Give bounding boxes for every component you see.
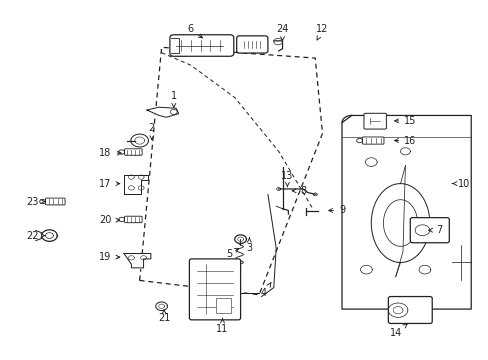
Text: 23: 23 — [26, 197, 44, 207]
Text: 4: 4 — [261, 283, 270, 298]
FancyBboxPatch shape — [236, 36, 267, 53]
Text: 3: 3 — [246, 238, 252, 253]
FancyBboxPatch shape — [124, 216, 142, 223]
Text: 6: 6 — [187, 24, 202, 38]
Text: 18: 18 — [99, 148, 121, 158]
Text: 7: 7 — [428, 225, 442, 235]
Text: 5: 5 — [225, 248, 238, 258]
Polygon shape — [124, 253, 151, 268]
Text: 20: 20 — [99, 215, 120, 225]
FancyBboxPatch shape — [363, 113, 386, 129]
FancyBboxPatch shape — [387, 297, 431, 323]
Text: 21: 21 — [158, 310, 170, 323]
FancyBboxPatch shape — [189, 259, 240, 320]
Text: 15: 15 — [394, 116, 416, 126]
Text: 1: 1 — [170, 91, 177, 107]
Text: 19: 19 — [99, 252, 120, 262]
Text: 24: 24 — [276, 24, 288, 41]
FancyBboxPatch shape — [169, 35, 233, 56]
Text: 14: 14 — [389, 324, 407, 338]
Text: 9: 9 — [328, 206, 345, 216]
Text: 10: 10 — [451, 179, 469, 189]
Polygon shape — [124, 175, 148, 194]
Bar — [216, 298, 230, 313]
FancyBboxPatch shape — [362, 137, 383, 144]
Text: 17: 17 — [99, 179, 120, 189]
Text: 8: 8 — [291, 186, 305, 196]
Text: 13: 13 — [281, 171, 293, 187]
Polygon shape — [147, 107, 178, 117]
Text: 16: 16 — [394, 136, 416, 145]
Text: 22: 22 — [26, 231, 45, 240]
FancyBboxPatch shape — [124, 149, 142, 155]
Text: 11: 11 — [216, 318, 228, 334]
FancyBboxPatch shape — [409, 218, 448, 243]
FancyBboxPatch shape — [45, 198, 65, 205]
Text: 12: 12 — [316, 24, 328, 40]
Text: 2: 2 — [148, 123, 155, 140]
